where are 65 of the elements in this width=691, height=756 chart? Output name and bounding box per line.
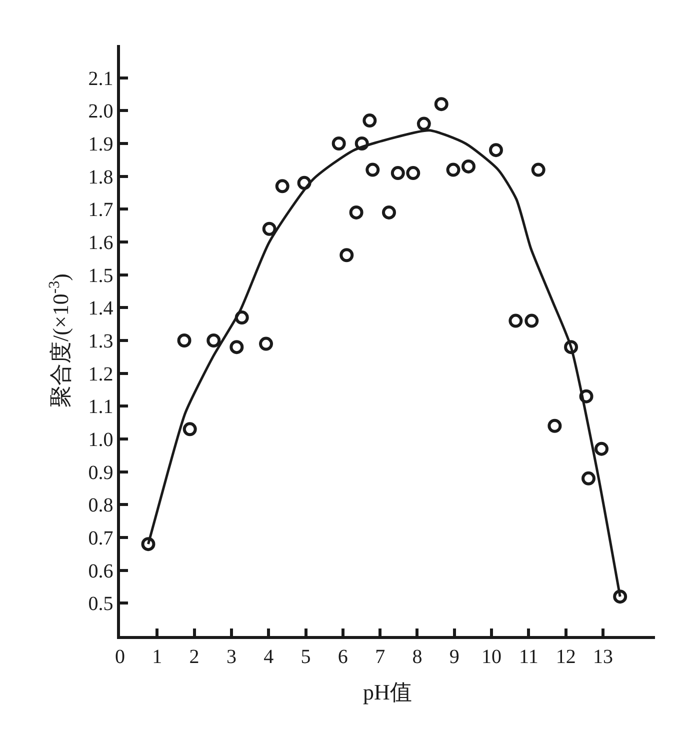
x-axis-title: pH值 [363, 680, 412, 705]
y-tick-label: 2.0 [88, 100, 114, 123]
point [582, 471, 596, 486]
point [579, 389, 594, 404]
point [141, 537, 156, 552]
point [390, 166, 405, 180]
y-tick-label: 1.1 [88, 396, 114, 418]
y-tick-label: 1.8 [88, 166, 114, 188]
point [548, 418, 562, 433]
point [177, 334, 192, 348]
point [297, 176, 312, 190]
x-tick-label: 1 [152, 646, 162, 668]
y-tick-label: 0.7 [88, 528, 114, 550]
y-tick-label: 1.3 [88, 330, 114, 352]
point [524, 314, 539, 328]
point [488, 143, 503, 158]
point [531, 162, 546, 177]
point [434, 97, 448, 112]
x-tick-label: 3 [226, 646, 236, 668]
x-tick-label: 11 [519, 646, 538, 668]
point [362, 114, 377, 128]
x-tick-label: 13 [592, 646, 613, 668]
point [613, 590, 628, 604]
y-tick-label: 1.2 [88, 363, 114, 386]
x-tick-label: 6 [338, 646, 348, 668]
y-tick-label: 0.5 [88, 593, 114, 616]
point [564, 340, 578, 354]
y-tick-label: 0.6 [88, 560, 114, 582]
x-tick-label: 2 [189, 646, 200, 668]
y-tick-label: 0.9 [88, 462, 114, 484]
point [332, 136, 346, 150]
x-tick-label: 10 [482, 646, 502, 668]
point [259, 336, 274, 351]
point [382, 205, 396, 220]
point [349, 205, 364, 220]
point [230, 340, 244, 354]
y-tick-label: 1.0 [88, 429, 114, 451]
y-tick-label: 1.5 [88, 264, 114, 287]
y-tick-label: 2.1 [88, 68, 114, 90]
y-tick-label: 0.8 [88, 494, 114, 517]
point [366, 162, 380, 177]
y-tick-label: 1.4 [88, 298, 114, 320]
point [262, 222, 276, 236]
point [508, 314, 523, 328]
point [234, 310, 249, 325]
y-tick-label: 1.7 [88, 199, 114, 222]
x-tick-label: 9 [449, 646, 460, 668]
point [340, 248, 354, 262]
x-tick-label: 4 [264, 646, 274, 668]
x-tick-label: 12 [556, 646, 576, 668]
point [206, 334, 221, 348]
point [406, 166, 420, 180]
point [461, 159, 476, 174]
point [416, 116, 431, 131]
x-tick-label: 7 [375, 646, 386, 668]
x-tick-label: 5 [300, 646, 311, 668]
point [594, 442, 608, 456]
point [354, 136, 369, 150]
point [446, 162, 460, 177]
x-tick-label: 0 [115, 646, 125, 668]
point [182, 422, 197, 436]
y-tick-label: 1.6 [88, 232, 114, 254]
point [275, 179, 290, 194]
y-tick-label: 1.9 [88, 134, 114, 156]
x-tick-label: 8 [412, 646, 422, 668]
